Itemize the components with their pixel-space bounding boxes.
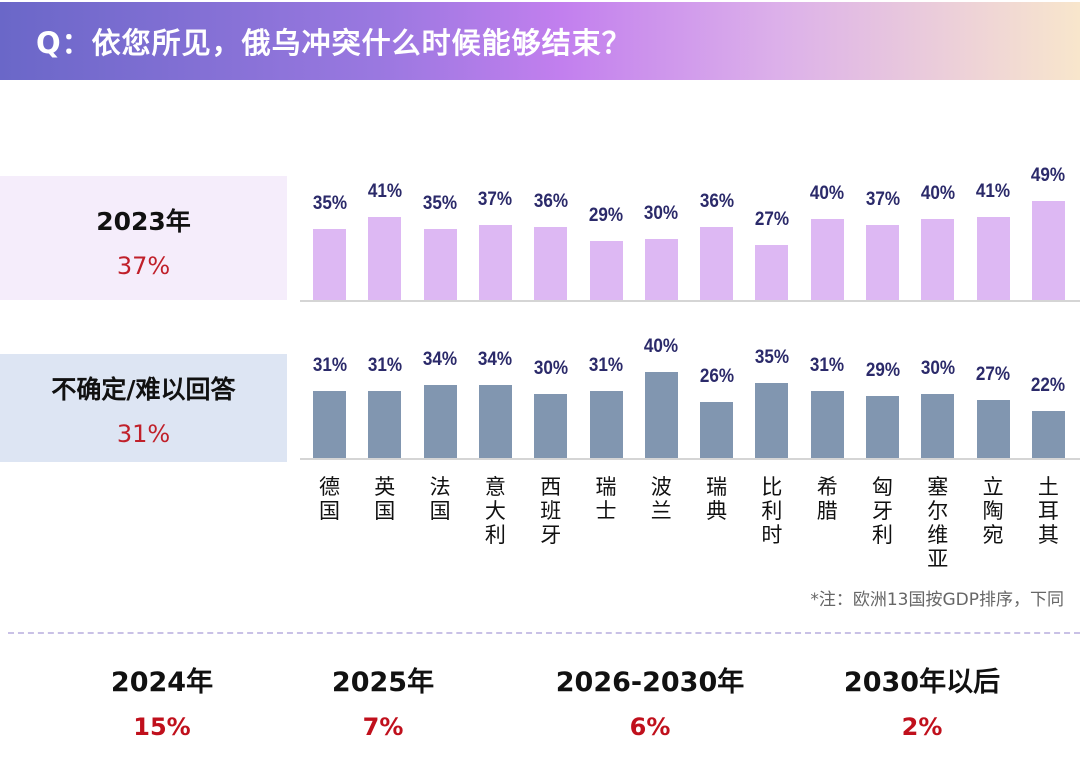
category-label: 瑞士 <box>595 475 617 523</box>
data-label: 40% <box>644 336 679 357</box>
stat-label: 2030年以后 <box>843 667 1001 698</box>
data-label: 34% <box>422 348 458 370</box>
data-label: 22% <box>1031 374 1066 396</box>
data-label: 35% <box>422 193 458 215</box>
category-label: 瑞典 <box>706 475 728 523</box>
stat-after-2030: 2030年以后 2% <box>792 660 1052 741</box>
data-label: 36% <box>533 191 568 213</box>
bar <box>368 391 402 458</box>
bar <box>700 227 734 300</box>
header-banner: Q：依您所见，俄乌冲突什么时候能够结束？ <box>0 2 1080 80</box>
bar <box>700 402 734 458</box>
data-label: 29% <box>588 205 624 227</box>
bar <box>644 239 678 300</box>
bar <box>810 219 844 300</box>
bar <box>478 225 512 300</box>
stat-value: 2% <box>901 713 943 741</box>
category-label: 土耳其 <box>1037 475 1059 547</box>
data-label: 40% <box>920 183 955 205</box>
data-label: 31% <box>367 355 402 377</box>
data-label: 41% <box>367 181 402 203</box>
bar <box>1031 410 1065 458</box>
data-label: 41% <box>975 181 1011 203</box>
bar <box>478 384 512 458</box>
data-label: 31% <box>588 355 624 377</box>
data-label: 29% <box>865 359 900 381</box>
bar <box>810 391 844 458</box>
bar <box>534 227 568 300</box>
divider <box>8 632 1080 634</box>
category-label: 希腊 <box>816 475 838 523</box>
stat-label: 2024年 <box>110 667 214 698</box>
category-label: 英国 <box>374 475 396 523</box>
series-label: 不确定/难以回答 <box>51 375 236 404</box>
bar <box>589 241 623 300</box>
stat-2026-2030: 2026-2030年 6% <box>520 660 780 741</box>
bar <box>866 395 899 458</box>
bar <box>423 384 457 458</box>
stat-label: 2026-2030年 <box>555 667 745 698</box>
category-label: 比利时 <box>761 475 783 547</box>
footnote: *注：欧洲13国按GDP排序，下同 <box>810 590 1064 610</box>
axis-line-top <box>300 300 1080 302</box>
data-label: 26% <box>699 366 734 388</box>
category-label: 法国 <box>429 475 451 523</box>
series-summary: 37% <box>116 252 171 280</box>
category-label: 意大利 <box>484 475 506 547</box>
question-title: Q：依您所见，俄乌冲突什么时候能够结束？ <box>36 26 632 60</box>
bar <box>866 225 899 300</box>
data-label: 40% <box>810 183 845 205</box>
data-label: 30% <box>920 357 955 379</box>
data-label: 30% <box>533 357 568 379</box>
category-label: 德国 <box>319 475 340 523</box>
series-summary: 31% <box>116 420 171 448</box>
category-label: 波兰 <box>650 475 672 523</box>
bar <box>921 219 955 300</box>
bar <box>1031 201 1065 300</box>
data-label: 49% <box>1031 165 1066 187</box>
category-label: 塞尔维亚 <box>927 475 949 571</box>
data-label: 37% <box>478 189 513 211</box>
category-label: 立陶宛 <box>982 475 1004 547</box>
bar <box>976 217 1010 300</box>
bar <box>976 399 1010 458</box>
data-label: 34% <box>478 348 513 370</box>
series-uncertain-box: 不确定/难以回答 31% <box>0 354 287 462</box>
data-label: 27% <box>754 209 790 231</box>
series-2023-box: 2023年 37% <box>0 176 287 300</box>
data-label: 30% <box>644 203 679 225</box>
category-label: 西班牙 <box>540 475 562 547</box>
category-label: 匈牙利 <box>872 475 893 547</box>
bar <box>313 229 346 300</box>
bar <box>921 393 955 458</box>
data-label: 36% <box>699 191 734 213</box>
data-label: 27% <box>975 363 1011 385</box>
data-label: 31% <box>312 355 347 377</box>
axis-line-bottom <box>300 458 1080 460</box>
bar <box>368 217 402 300</box>
data-label: 37% <box>865 189 900 211</box>
series-label: 2023年 <box>96 207 191 236</box>
stat-value: 6% <box>629 713 671 741</box>
data-label: 35% <box>312 193 347 215</box>
bar <box>589 391 623 458</box>
bar <box>313 391 346 458</box>
stat-value: 7% <box>362 713 404 741</box>
stat-2025: 2025年 7% <box>253 660 513 741</box>
bar <box>423 229 457 300</box>
stat-2024: 2024年 15% <box>32 660 292 741</box>
stat-value: 15% <box>133 713 191 741</box>
bar <box>755 382 789 458</box>
bar <box>534 393 568 458</box>
bar <box>755 245 789 300</box>
data-label: 31% <box>810 355 845 377</box>
data-label: 35% <box>754 346 790 368</box>
stat-label: 2025年 <box>331 667 435 698</box>
bar <box>644 372 678 458</box>
